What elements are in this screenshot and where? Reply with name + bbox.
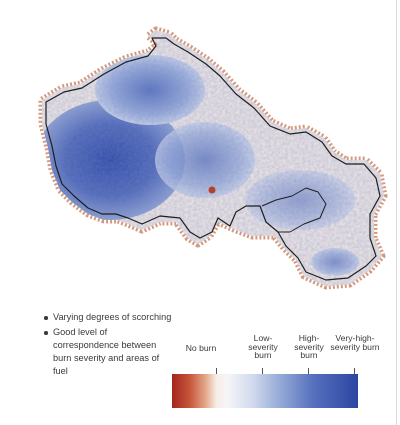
burn-severity-map: [38, 26, 388, 290]
page-edge-line: [396, 0, 397, 425]
legend-label-very-high-severity: Very-high-severity burn: [330, 333, 380, 352]
internal-perimeter-line: [261, 187, 327, 233]
bullet-icon: [44, 331, 48, 335]
legend-tick-no-burn: [216, 368, 217, 374]
notes-list: Varying degrees of scorching Good level …: [44, 311, 174, 380]
legend-tick-high-severity: [308, 368, 309, 374]
legend-label-high-severity: High-severity burn: [294, 333, 324, 361]
bullet-icon: [44, 316, 48, 320]
note-item: Varying degrees of scorching: [44, 311, 174, 324]
severity-color-scale: [172, 374, 358, 408]
legend-label-low-severity: Low-severity burn: [248, 333, 278, 361]
unburned-spot: [208, 186, 216, 194]
fire-perimeter: [45, 37, 381, 281]
note-text: Good level of correspondence between bur…: [53, 327, 160, 376]
note-text: Varying degrees of scorching: [53, 312, 172, 322]
legend-label-no-burn: No burn: [185, 343, 217, 353]
legend-tick-low-severity: [262, 368, 263, 374]
note-item: Good level of correspondence between bur…: [44, 326, 174, 378]
legend-tick-very-high-severity: [354, 368, 355, 374]
